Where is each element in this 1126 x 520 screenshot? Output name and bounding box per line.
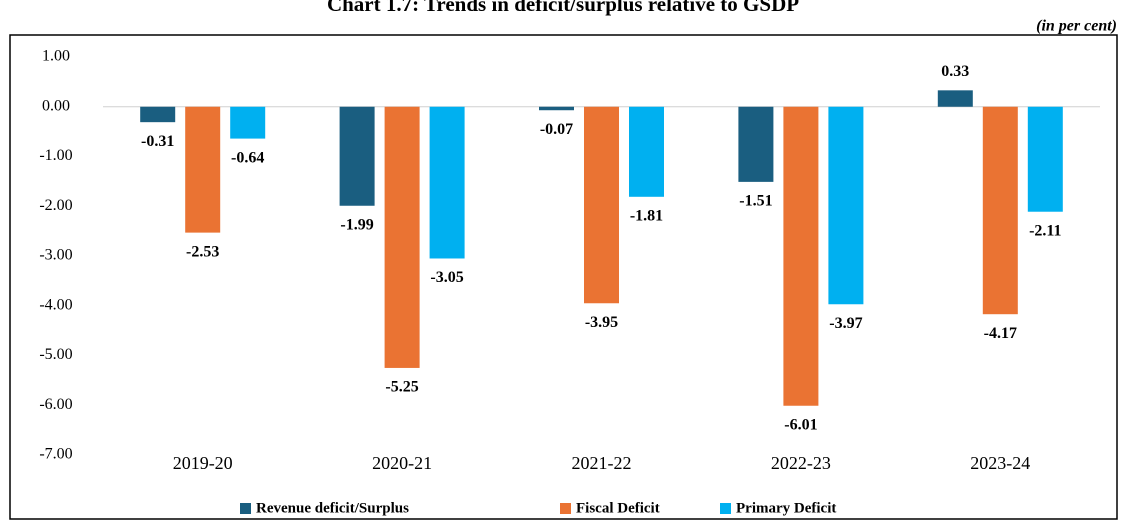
y-tick-label: -4.00 xyxy=(39,296,72,313)
y-tick-label: -3.00 xyxy=(39,247,72,264)
legend-label: Fiscal Deficit xyxy=(576,500,660,516)
bar xyxy=(584,106,619,304)
bar xyxy=(629,106,664,197)
legend-label: Revenue deficit/Surplus xyxy=(256,500,409,516)
value-label: -6.01 xyxy=(784,416,817,433)
x-tick-label: 2022-23 xyxy=(771,453,831,473)
legend-swatch xyxy=(240,503,251,514)
y-tick-label: -7.00 xyxy=(39,446,72,463)
x-tick-label: 2019-20 xyxy=(173,453,233,473)
y-tick-label: -6.00 xyxy=(39,396,72,413)
value-label: -0.31 xyxy=(141,133,174,150)
y-tick-label: -1.00 xyxy=(39,147,72,164)
value-label: -5.25 xyxy=(385,379,418,396)
value-label: -1.51 xyxy=(739,193,772,210)
value-label: -3.95 xyxy=(585,314,618,331)
value-label: -0.64 xyxy=(231,149,264,166)
y-tick-label: -5.00 xyxy=(39,346,72,363)
legend-label: Primary Deficit xyxy=(736,500,836,516)
value-label: -0.07 xyxy=(540,121,573,138)
y-tick-label: 0.00 xyxy=(42,97,70,114)
chart-subtitle: (in per cent) xyxy=(1036,18,1117,35)
bar xyxy=(230,106,266,139)
chart-frame xyxy=(9,34,1118,520)
bar xyxy=(539,106,574,111)
bar xyxy=(783,106,819,406)
bar xyxy=(1027,106,1063,212)
bar xyxy=(384,106,420,368)
y-tick-label: 1.00 xyxy=(42,48,70,65)
legend-swatch xyxy=(720,503,731,514)
x-tick-label: 2021-22 xyxy=(572,453,632,473)
value-label: -3.97 xyxy=(829,315,862,332)
y-tick-label: -2.00 xyxy=(39,197,72,214)
value-label: -2.53 xyxy=(186,243,219,260)
bar xyxy=(937,90,973,107)
bar xyxy=(429,106,465,259)
x-tick-label: 2023-24 xyxy=(970,453,1030,473)
x-tick-label: 2020-21 xyxy=(372,453,432,473)
bar xyxy=(828,106,864,305)
value-label: -1.81 xyxy=(630,207,663,224)
value-label: 0.33 xyxy=(941,63,969,80)
bar xyxy=(982,106,1018,315)
value-label: -1.99 xyxy=(340,216,373,233)
bar xyxy=(738,106,774,182)
value-label: -2.11 xyxy=(1029,222,1061,239)
bar xyxy=(140,106,176,123)
chart-title: Chart 1.7: Trends in deficit/surplus rel… xyxy=(327,0,799,16)
bar xyxy=(185,106,221,233)
legend-swatch xyxy=(560,503,571,514)
bar xyxy=(339,106,375,206)
value-label: -4.17 xyxy=(984,325,1017,342)
value-label: -3.05 xyxy=(430,269,463,286)
